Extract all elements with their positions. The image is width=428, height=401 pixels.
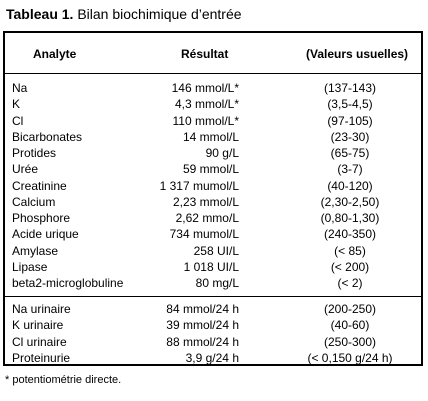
- biochemistry-table: Analyte Résultat (Valeurs usuelles) Na 14…: [3, 31, 423, 366]
- analyte-cell: Proteinurie: [12, 350, 71, 365]
- header-result: Résultat: [181, 47, 229, 61]
- result-cell: 39 mmol/24 h: [166, 318, 239, 333]
- table-row: Urée 59 mmol/L (3-7): [5, 161, 421, 177]
- reference-cell: (40-120): [327, 178, 373, 193]
- table-row: Na 146 mmol/L* (137-143): [5, 80, 421, 96]
- result-cell: 80 mg/L: [195, 276, 239, 290]
- analyte-cell: Cl: [12, 113, 24, 128]
- analyte-cell: K urinaire: [12, 318, 64, 333]
- table-row: Protides 90 g/L (65-75): [5, 145, 421, 161]
- reference-cell: (40-60): [330, 318, 370, 333]
- reference-cell: (0,80-1,30): [320, 211, 380, 225]
- analyte-cell: Acide urique: [12, 227, 79, 242]
- table-caption-text: Bilan biochimique d’entrée: [73, 6, 242, 22]
- result-cell: 88 mmol/24 h: [166, 334, 239, 349]
- table-row: Phosphore 2,62 mmo/L (0,80-1,30): [5, 210, 421, 226]
- result-cell: 4,3 mmol/L*: [174, 97, 239, 112]
- result-cell: 2,62 mmo/L: [175, 211, 239, 225]
- table-row: Proteinurie 3,9 g/24 h (< 0,150 g/24 h): [5, 350, 421, 366]
- result-cell: 734 mumol/L: [169, 227, 239, 242]
- reference-cell: (200-250): [323, 302, 377, 316]
- result-cell: 90 g/L: [205, 146, 239, 160]
- table-row: Cl 110 mmol/L* (97-105): [5, 113, 421, 129]
- analyte-cell: Calcium: [12, 194, 56, 209]
- table-row: Bicarbonates 14 mmol/L (23-30): [5, 129, 421, 145]
- analyte-cell: beta2-microglobuline: [12, 276, 124, 290]
- result-cell: 146 mmol/L*: [171, 81, 239, 95]
- result-cell: 258 UI/L: [193, 243, 239, 258]
- table-caption: Tableau 1. Bilan biochimique d’entrée: [6, 6, 242, 22]
- result-cell: 59 mmol/L: [182, 162, 239, 177]
- reference-cell: (< 2): [337, 276, 363, 290]
- reference-cell: (3,5-4,5): [327, 97, 373, 112]
- table-row: beta2-microglobuline 80 mg/L (< 2): [5, 275, 421, 291]
- reference-cell: (250-300): [323, 334, 377, 349]
- reference-cell: (< 85): [334, 243, 366, 258]
- table-row: Na urinaire 84 mmol/24 h (200-250): [5, 301, 421, 317]
- header-analyte: Analyte: [33, 47, 77, 61]
- table-row: Lipase 1 018 UI/L (< 200): [5, 259, 421, 275]
- table-row: Creatinine 1 317 mumol/L (40-120): [5, 178, 421, 194]
- result-cell: 1 018 UI/L: [183, 259, 239, 274]
- reference-cell: (240-350): [323, 227, 377, 242]
- analyte-cell: Protides: [12, 146, 57, 160]
- analyte-cell: Lipase: [12, 259, 48, 274]
- result-cell: 1 317 mumol/L: [159, 178, 239, 193]
- footnote: * potentiométrie directe.: [5, 374, 122, 386]
- analyte-cell: Na urinaire: [12, 302, 71, 316]
- result-cell: 2,23 mmol/L: [172, 194, 239, 209]
- analyte-cell: K: [12, 97, 21, 112]
- analyte-cell: Na: [12, 81, 28, 95]
- table-row: Acide urique 734 mumol/L (240-350): [5, 226, 421, 242]
- analyte-cell: Cl urinaire: [12, 334, 67, 349]
- table-caption-label: Tableau 1.: [6, 6, 74, 22]
- reference-cell: (2,30-2,50): [320, 194, 380, 209]
- analyte-cell: Bicarbonates: [12, 129, 83, 144]
- reference-cell: (97-105): [327, 113, 373, 128]
- table-row: K 4,3 mmol/L* (3,5-4,5): [5, 96, 421, 112]
- result-cell: 14 mmol/L: [182, 129, 239, 144]
- table-row: Calcium 2,23 mmol/L (2,30-2,50): [5, 194, 421, 210]
- analyte-cell: Creatinine: [12, 178, 67, 193]
- reference-cell: (23-30): [330, 129, 370, 144]
- table-row: Amylase 258 UI/L (< 85): [5, 243, 421, 259]
- result-cell: 3,9 g/24 h: [185, 350, 239, 365]
- reference-cell: (< 0,150 g/24 h): [307, 350, 393, 365]
- result-cell: 110 mmol/L*: [172, 113, 239, 128]
- header-divider: [5, 73, 421, 74]
- reference-cell: (65-75): [330, 146, 370, 160]
- table-row: K urinaire 39 mmol/24 h (40-60): [5, 317, 421, 333]
- reference-cell: (3-7): [337, 162, 363, 177]
- analyte-cell: Amylase: [12, 243, 59, 258]
- analyte-cell: Urée: [12, 162, 39, 177]
- header-reference: (Valeurs usuelles): [306, 47, 409, 61]
- reference-cell: (137-143): [323, 81, 377, 95]
- reference-cell: (< 200): [330, 259, 370, 274]
- result-cell: 84 mmol/24 h: [166, 302, 239, 316]
- table-row: Cl urinaire 88 mmol/24 h (250-300): [5, 334, 421, 350]
- group-divider: [5, 296, 421, 297]
- analyte-cell: Phosphore: [12, 211, 71, 225]
